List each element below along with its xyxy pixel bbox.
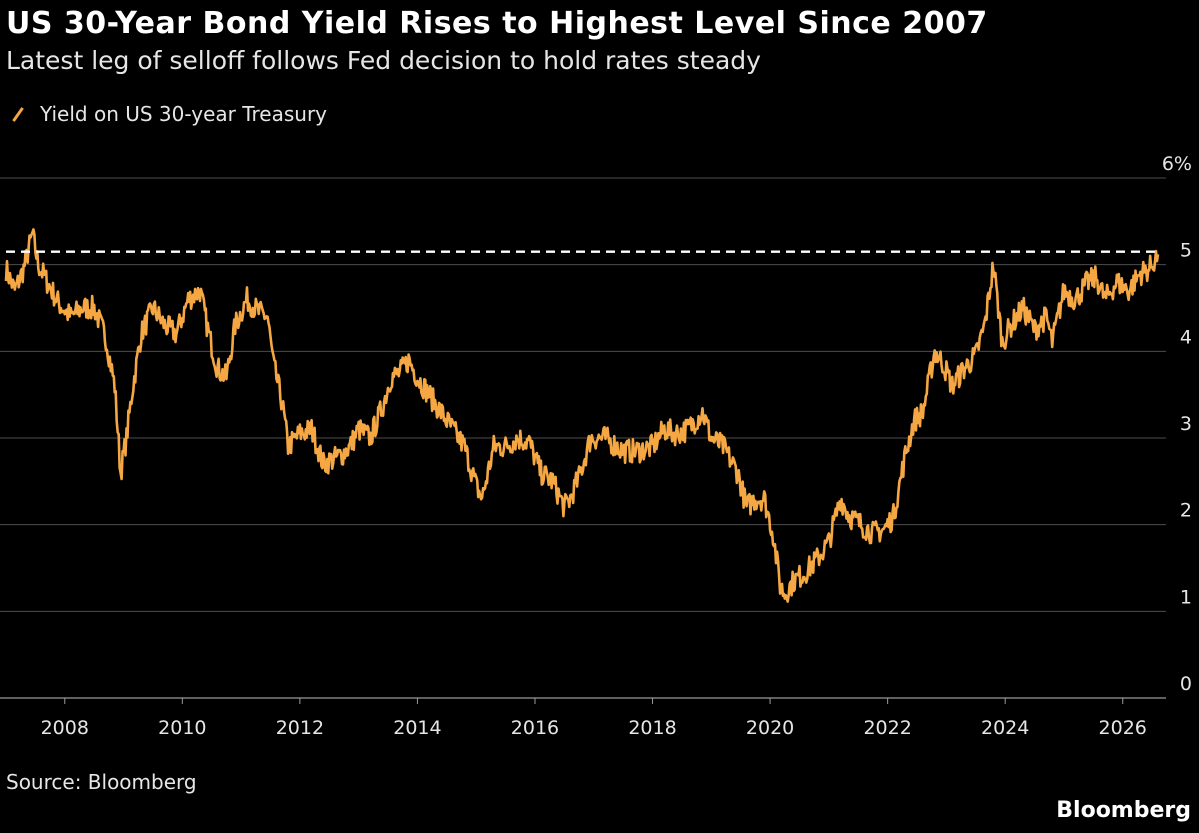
x-tick-label: 2014 [393,717,441,739]
x-tick-label: 2024 [981,717,1029,739]
line-chart: 0 1 2 3 4 5 6% 2008 2010 2012 2014 2016 2018 2020 202… [0,153,1192,739]
x-tick-label: 2026 [1099,717,1147,739]
series-line [4,228,1160,603]
x-tick-label: 2012 [276,717,324,739]
x-tick-label: 2016 [511,717,559,739]
gridlines [0,177,1166,699]
y-tick-label: 2 [1180,500,1192,522]
legend: Yield on US 30-year Treasury [8,102,327,126]
brand-logo: Bloomberg [1056,798,1191,823]
x-tick-label: 2020 [746,717,794,739]
y-tick-label: 4 [1180,326,1192,348]
y-axis-labels: 0 1 2 3 4 5 6% [1162,153,1192,695]
y-tick-label: 5 [1180,240,1192,262]
y-tick-label: 6% [1162,153,1192,175]
chart-title: US 30-Year Bond Yield Rises to Highest L… [6,6,988,41]
y-tick-label: 0 [1180,673,1192,695]
x-axis-ticks [64,698,1124,704]
legend-label: Yield on US 30-year Treasury [40,102,328,126]
source-note: Source: Bloomberg [6,770,197,794]
chart-subtitle: Latest leg of selloff follows Fed decisi… [6,46,761,75]
y-tick-label: 3 [1180,413,1192,435]
legend-swatch [12,106,24,122]
x-axis-labels: 2008 2010 2012 2014 2016 2018 2020 2022 2024 2026 [41,717,1147,739]
x-tick-label: 2018 [628,717,676,739]
x-tick-label: 2008 [41,717,89,739]
x-tick-label: 2022 [863,717,911,739]
x-tick-label: 2010 [158,717,206,739]
y-tick-label: 1 [1180,586,1192,608]
series-layer [4,228,1160,603]
